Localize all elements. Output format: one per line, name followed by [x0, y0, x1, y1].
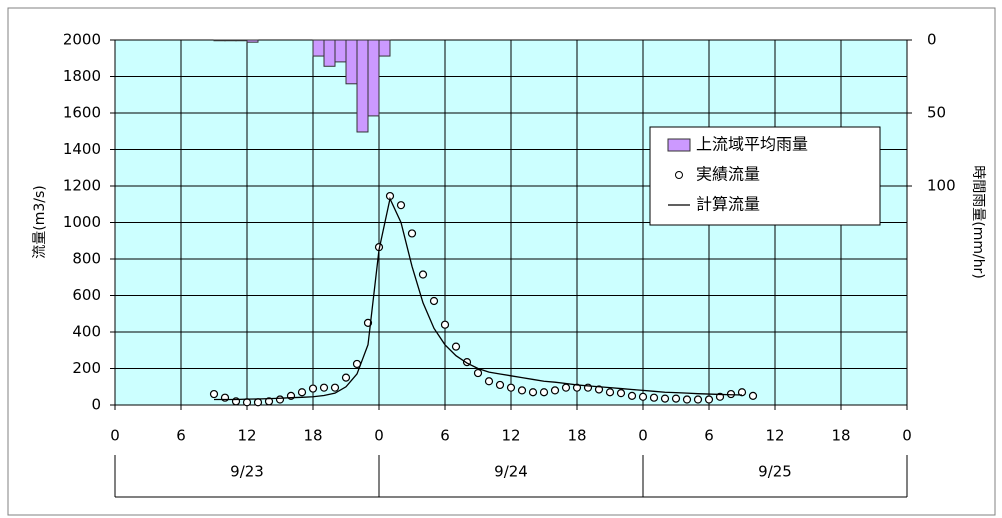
- y2-tick-label: 50: [927, 104, 946, 122]
- x-tick-label: 6: [704, 427, 714, 445]
- x-tick-label: 18: [303, 427, 322, 445]
- observed-point: [506, 383, 516, 392]
- observed-point: [275, 395, 285, 404]
- observed-point: [429, 296, 439, 306]
- legend-swatch: [675, 171, 683, 179]
- observed-point: [682, 395, 692, 404]
- observed-point: [341, 373, 351, 382]
- x-group-label: 9/23: [230, 463, 264, 481]
- rain-bar: [235, 39, 248, 42]
- rain-bar: [345, 39, 358, 85]
- observed-point: [605, 388, 615, 397]
- y-tick-label: 0: [91, 396, 101, 414]
- y-tick-label: 2000: [63, 31, 101, 49]
- x-tick-label: 18: [567, 427, 586, 445]
- x-tick-label: 6: [176, 427, 186, 445]
- x-group-label: 9/25: [758, 463, 792, 481]
- observed-point: [572, 383, 582, 392]
- observed-point: [616, 389, 626, 398]
- x-tick-label: 0: [374, 427, 384, 445]
- rain-bar: [323, 39, 336, 67]
- y2-tick-label: 0: [927, 31, 937, 49]
- observed-point: [550, 386, 560, 395]
- observed-point: [484, 377, 494, 386]
- x-tick-label: 12: [501, 427, 520, 445]
- y-tick-label: 400: [72, 323, 101, 341]
- observed-point: [561, 383, 571, 392]
- x-tick-label: 12: [765, 427, 784, 445]
- legend-swatch: [667, 138, 691, 152]
- rain-bar: [213, 39, 226, 42]
- rain-bar: [312, 39, 325, 57]
- observed-point: [517, 386, 527, 395]
- observed-point: [396, 201, 406, 210]
- observed-point: [649, 393, 659, 402]
- observed-point: [473, 368, 483, 378]
- observed-point: [660, 394, 670, 403]
- y2-axis-label: 時間雨量(mm/hr): [970, 165, 986, 279]
- observed-point: [319, 383, 329, 392]
- rain-bar: [224, 39, 237, 42]
- y-tick-label: 1600: [63, 104, 101, 122]
- y2-tick-label: 100: [927, 177, 956, 195]
- observed-point: [528, 388, 538, 397]
- observed-point: [671, 394, 681, 403]
- observed-point: [627, 391, 637, 400]
- x-group-label: 9/24: [494, 463, 528, 481]
- legend-label: 計算流量: [696, 195, 760, 214]
- x-tick-label: 0: [902, 427, 912, 445]
- observed-point: [451, 342, 461, 351]
- computed-line: [214, 196, 743, 401]
- y-tick-label: 1000: [63, 213, 101, 231]
- y-axis-label: 流量(m3/s): [32, 185, 48, 258]
- legend-label: 実績流量: [696, 165, 760, 184]
- observed-point: [209, 389, 219, 399]
- legend-label: 上流域平均雨量: [696, 135, 808, 154]
- x-tick-label: 12: [237, 427, 256, 445]
- rain-bar: [246, 39, 259, 43]
- y-tick-label: 800: [72, 250, 101, 268]
- observed-point: [539, 388, 549, 397]
- observed-point: [330, 383, 340, 392]
- observed-point: [638, 392, 648, 401]
- rain-bar: [334, 39, 347, 63]
- observed-point: [253, 398, 263, 407]
- rain-bar: [378, 39, 391, 57]
- observed-point: [495, 380, 505, 390]
- x-tick-label: 6: [440, 427, 450, 445]
- observed-point: [264, 397, 274, 406]
- observed-point: [704, 395, 714, 404]
- observed-point: [737, 388, 747, 397]
- y-tick-label: 200: [72, 359, 101, 377]
- observed-point: [693, 395, 703, 404]
- observed-point: [440, 320, 450, 329]
- y-tick-label: 600: [72, 286, 101, 304]
- observed-point: [594, 385, 604, 394]
- rain-bar: [356, 39, 369, 133]
- observed-point: [418, 270, 428, 279]
- x-tick-label: 0: [638, 427, 648, 445]
- y-tick-label: 1800: [63, 67, 101, 85]
- observed-point: [748, 391, 758, 400]
- y-tick-label: 1400: [63, 140, 101, 158]
- x-tick-label: 0: [110, 427, 120, 445]
- observed-point: [297, 388, 307, 397]
- observed-point: [407, 229, 417, 238]
- rain-bar: [367, 39, 380, 117]
- observed-point: [308, 384, 318, 393]
- y-tick-label: 1200: [63, 177, 101, 195]
- x-tick-label: 18: [831, 427, 850, 445]
